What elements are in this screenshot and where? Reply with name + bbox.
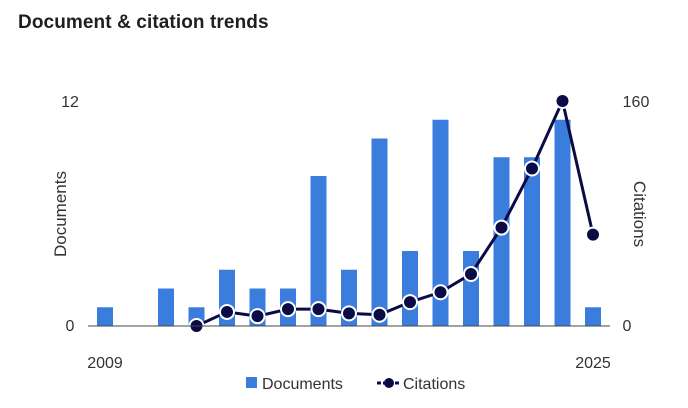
citations-point-2025 xyxy=(585,226,601,243)
citations-point-2014 xyxy=(249,308,266,325)
citations-point-2020 xyxy=(432,284,449,301)
citations-point-2022 xyxy=(493,219,510,236)
documents-bar-2018 xyxy=(371,138,388,326)
documents-bar-2023 xyxy=(524,157,540,326)
chart-title: Document & citation trends xyxy=(18,12,269,33)
documents-bar-2009 xyxy=(97,307,113,326)
left-axis-min-label: 0 xyxy=(66,318,75,335)
documents-bars xyxy=(97,119,601,326)
right-axis-min-label: 0 xyxy=(623,318,632,335)
legend: Documents Citations xyxy=(246,376,465,393)
legend-documents-swatch xyxy=(246,377,257,388)
citations-point-2021 xyxy=(463,265,479,282)
citations-point-2024 xyxy=(554,93,571,109)
legend-documents-label: Documents xyxy=(262,376,343,393)
x-axis-last-label: 2025 xyxy=(575,355,611,372)
documents-bar-2022 xyxy=(493,157,510,326)
documents-bar-2019 xyxy=(402,251,418,326)
documents-bar-2016 xyxy=(310,176,327,326)
documents-bar-2011 xyxy=(158,288,174,326)
documents-bar-2021 xyxy=(463,251,479,326)
citations-point-2019 xyxy=(402,294,418,311)
citations-point-2016 xyxy=(310,301,327,318)
citations-point-2023 xyxy=(524,160,540,177)
documents-bar-2024 xyxy=(554,119,571,326)
legend-citations-label: Citations xyxy=(403,376,465,393)
citations-point-2018 xyxy=(371,306,388,323)
left-axis-title: Documents xyxy=(51,171,70,257)
citations-point-2013 xyxy=(219,303,235,320)
citations-point-2015 xyxy=(280,301,296,318)
x-axis-first-label: 2009 xyxy=(87,355,123,372)
legend-citations-marker xyxy=(384,378,394,388)
left-axis-max-label: 12 xyxy=(61,94,79,111)
right-axis-max-label: 160 xyxy=(623,94,650,111)
citations-line xyxy=(188,93,601,334)
citations-point-2017 xyxy=(341,305,357,322)
documents-bar-2020 xyxy=(432,119,449,326)
documents-bar-2025 xyxy=(585,307,601,326)
right-axis-title: Citations xyxy=(630,181,649,247)
